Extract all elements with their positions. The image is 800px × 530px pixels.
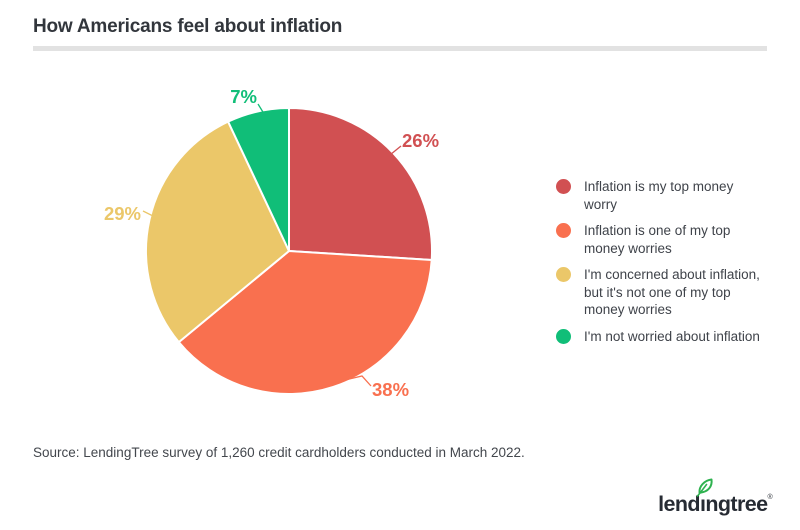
legend-label: I'm concerned about inflation, but it's … bbox=[584, 267, 760, 317]
leaf-icon bbox=[696, 478, 713, 497]
pie-label-leader-3 bbox=[257, 103, 267, 118]
pie-label-3: 7% bbox=[230, 86, 257, 107]
pie-slice-3 bbox=[227, 107, 290, 252]
legend-item: Inflation is one of my top money worries bbox=[556, 222, 770, 257]
legend-item: Inflation is my top money worry bbox=[556, 178, 770, 213]
pie-label-2: 29% bbox=[104, 203, 141, 224]
legend-label: I'm not worried about inflation bbox=[584, 328, 760, 344]
legend-item: I'm concerned about inflation, but it's … bbox=[556, 266, 770, 319]
pie-label-leader-1 bbox=[327, 375, 372, 387]
page-title: How Americans feel about inflation bbox=[33, 16, 343, 37]
registered-mark: ® bbox=[767, 494, 772, 501]
legend-bullet-icon bbox=[556, 223, 571, 238]
pie-slice-1 bbox=[177, 250, 433, 395]
logo-text: lendıngtree® bbox=[658, 492, 772, 516]
pie-label-leader-0 bbox=[384, 145, 402, 160]
legend-label: Inflation is one of my top money worries bbox=[584, 223, 731, 256]
legend-bullet-icon bbox=[556, 328, 571, 344]
lendingtree-logo: lendıngtree® bbox=[658, 477, 773, 516]
legend-bullet-icon bbox=[556, 179, 571, 194]
pie-label-1: 38% bbox=[372, 379, 409, 400]
title-divider bbox=[33, 46, 767, 51]
legend-label: Inflation is my top money worry bbox=[584, 179, 734, 212]
legend-item: I'm not worried about inflation bbox=[556, 328, 770, 346]
legend: Inflation is my top money worry Inflation… bbox=[556, 178, 770, 345]
source-note: Source: LendingTree survey of 1,260 cred… bbox=[33, 445, 525, 460]
pie-label-0: 26% bbox=[402, 130, 439, 151]
legend-bullet-icon bbox=[556, 267, 571, 282]
pie-label-leader-2 bbox=[142, 210, 158, 219]
